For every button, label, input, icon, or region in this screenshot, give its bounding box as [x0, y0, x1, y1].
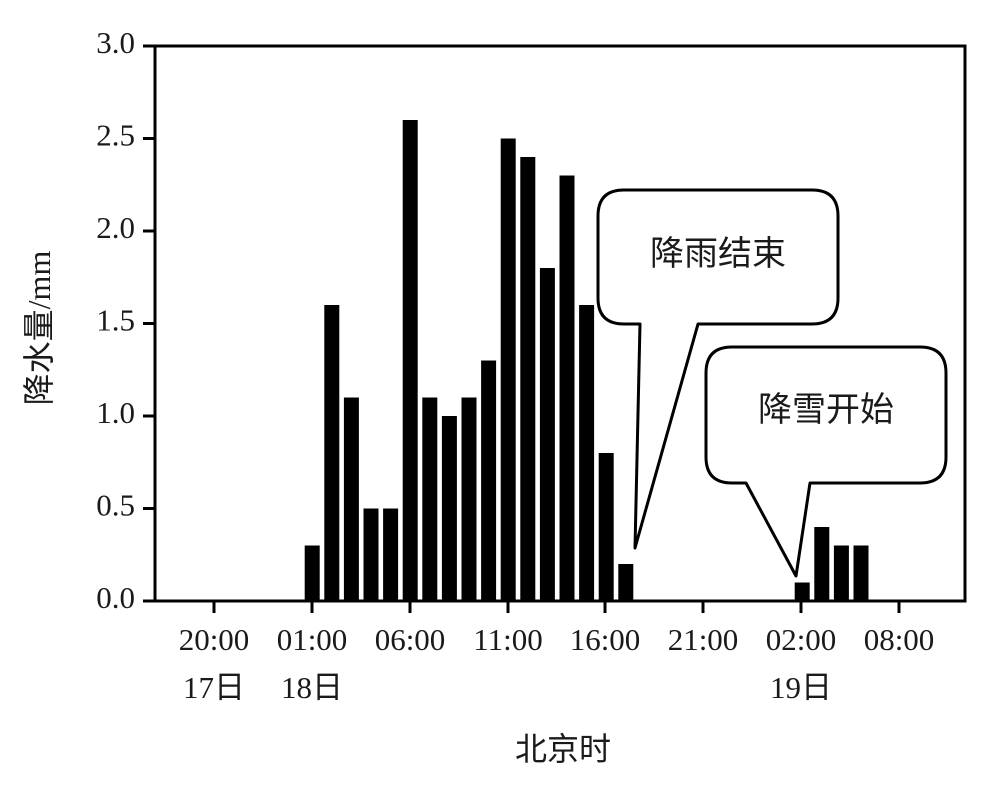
- x-tick-label: 21:00: [668, 622, 739, 657]
- bar: [833, 545, 849, 601]
- bar: [794, 582, 810, 601]
- x-axis-title: 北京时: [515, 731, 611, 767]
- x-tick-label: 20:00: [179, 622, 250, 657]
- callout-rain-end-bubble: [596, 188, 840, 550]
- bar: [618, 564, 634, 601]
- y-tick-label: 1.0: [96, 395, 135, 430]
- bar: [539, 268, 555, 601]
- y-axis: 0.0 0.5 1.0 1.5 2.0 2.5 3.0: [96, 25, 155, 615]
- callout-snow-start-text: 降雪开始: [758, 391, 894, 429]
- x-tick-day-label: 17日: [183, 670, 245, 705]
- bar: [461, 397, 477, 601]
- x-tick-day-label: 19日: [770, 670, 832, 705]
- bar: [441, 416, 457, 601]
- bar: [598, 453, 614, 601]
- y-tick-label: 3.0: [96, 25, 135, 60]
- bars-layer: [304, 120, 869, 601]
- x-tick-label: 02:00: [766, 622, 837, 657]
- x-tick-label: 01:00: [277, 622, 348, 657]
- y-tick-label: 0.0: [96, 580, 135, 615]
- x-tick-label: 11:00: [473, 622, 542, 657]
- y-tick-label: 2.5: [96, 118, 135, 153]
- bar: [579, 305, 595, 601]
- bar: [304, 545, 320, 601]
- callout-rain-end-text: 降雨结束: [650, 235, 786, 273]
- callouts-layer: 降雨结束 降雪开始: [596, 188, 948, 578]
- y-tick-label: 0.5: [96, 488, 135, 523]
- bar: [363, 508, 379, 601]
- bar: [853, 545, 869, 601]
- bar: [383, 508, 399, 601]
- x-tick-label: 08:00: [864, 622, 935, 657]
- x-tick-day-label: 18日: [281, 670, 343, 705]
- x-axis: 20:00 17日 01:00 18日 06:00 11:00 16:00 21:00 02:0…: [179, 601, 935, 705]
- bar: [402, 120, 418, 601]
- callout-snow-start-bubble: [704, 345, 948, 578]
- bar: [481, 360, 497, 601]
- y-axis-title: 降水量/mm: [21, 251, 57, 406]
- bar: [343, 397, 359, 601]
- y-tick-label: 2.0: [96, 210, 135, 245]
- bar: [814, 527, 830, 601]
- bar: [324, 305, 340, 601]
- bar: [559, 175, 575, 601]
- y-tick-label: 1.5: [96, 303, 135, 338]
- bar: [500, 138, 516, 601]
- x-tick-label: 16:00: [570, 622, 641, 657]
- bar: [422, 397, 438, 601]
- bar: [520, 157, 536, 601]
- x-tick-label: 06:00: [375, 622, 446, 657]
